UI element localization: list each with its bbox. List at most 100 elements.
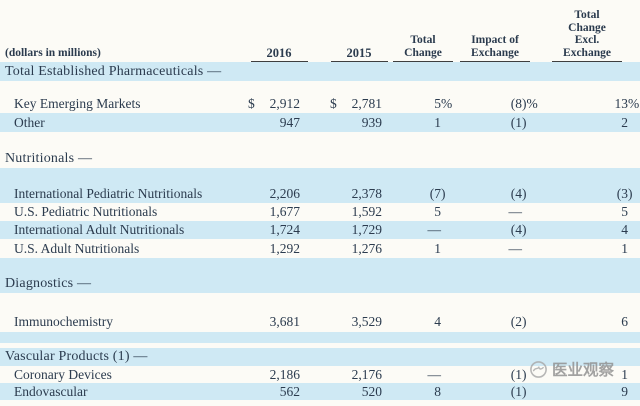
cell-value-suffix: )	[522, 186, 527, 201]
cell-value-suffix: )	[628, 186, 633, 201]
row-label: U.S. Pediatric Nutritionals	[14, 204, 158, 219]
cell-value: 520	[361, 383, 382, 399]
spacer-row	[0, 168, 640, 185]
cell-value: 1	[621, 366, 628, 382]
cell-y2016: 2,206	[236, 186, 308, 202]
cell-value-suffix: %	[441, 95, 453, 111]
cell-value-suffix: )	[522, 383, 527, 399]
cell-y2015: 939	[308, 115, 390, 131]
watermark: 医业观察	[529, 358, 614, 380]
column-header-label: 2016	[250, 46, 308, 62]
cell-value: 1	[434, 114, 441, 130]
column-header-impact: Impact of Exchange	[456, 34, 534, 62]
cell-value: 3,529	[351, 313, 382, 329]
cell-y2016: 1,292	[236, 241, 308, 257]
cell-y2015: 1,729	[308, 222, 390, 238]
cell-value: (2	[510, 313, 522, 329]
cell-value: 2,186	[269, 366, 300, 382]
cell-value-suffix: )	[522, 222, 527, 237]
cell-y2016: 2,186	[236, 367, 308, 383]
column-header-excl: Total Change Excl. Exchange	[534, 9, 640, 62]
table-row: Endovascular 562 520 8 (1) 9	[0, 383, 640, 400]
cell-value: 3,681	[269, 313, 300, 329]
cell-change: (7)	[390, 186, 456, 202]
currency-symbol: $	[248, 95, 255, 111]
table-body: Total Established Pharmaceuticals — Key E…	[0, 62, 640, 406]
section-label: Vascular Products (1) —	[5, 349, 148, 364]
cell-value: (4	[510, 222, 522, 237]
table-row: Coronary Devices 2,186 2,176 — (1) 1	[0, 366, 640, 383]
row-label: Endovascular	[14, 383, 88, 399]
cell-excl: 5	[534, 204, 640, 220]
column-header-y2016: 2016	[236, 46, 308, 62]
row-label: Coronary Devices	[14, 366, 112, 382]
cell-y2016: 1,677	[236, 204, 308, 220]
watermark-logo-icon	[530, 360, 547, 378]
section-label: Total Established Pharmaceuticals —	[5, 63, 222, 79]
cell-change: 5	[390, 204, 456, 220]
cell-value: (7	[429, 186, 441, 201]
cell-value: 1,292	[269, 240, 300, 256]
column-header-label: Impact of Exchange	[460, 34, 530, 62]
cell-value-suffix: )	[522, 313, 527, 329]
cell-y2016: 947	[236, 115, 308, 131]
cell-value: 2,206	[269, 186, 300, 201]
cell-value: (3	[616, 186, 628, 201]
cell-y2016: $2,912	[236, 96, 308, 112]
cell-excl: 6	[534, 314, 640, 330]
dollars-in-millions-note: (dollars in millions)	[5, 47, 101, 59]
cell-y2016: 562	[236, 384, 308, 400]
section-label: Nutritionals —	[5, 151, 93, 166]
cell-value: (1	[510, 366, 522, 382]
row-label: Immunochemistry	[14, 313, 113, 329]
cell-value: 1	[621, 240, 628, 256]
cell-impact: —	[456, 241, 534, 257]
cell-value: 1,276	[351, 240, 382, 256]
cell-value: 4	[434, 313, 441, 329]
table-row: Other 947 939 1 (1) 2	[0, 113, 640, 132]
cell-value: —	[427, 366, 442, 382]
cell-y2015: 1,276	[308, 241, 390, 257]
cell-value: 1,677	[269, 204, 300, 219]
table-row: International Pediatric Nutritionals 2,20…	[0, 185, 640, 203]
table-row: U.S. Adult Nutritionals 1,292 1,276 1 — 1	[0, 239, 640, 258]
cell-value-suffix: )	[441, 186, 446, 201]
row-label: U.S. Adult Nutritionals	[14, 240, 140, 256]
cell-y2015: 1,592	[308, 204, 390, 220]
cell-excl: 9	[534, 384, 640, 400]
cell-change: 8	[390, 384, 456, 400]
column-header-label: Total Change	[393, 34, 453, 62]
table-header-row: (dollars in millions) 2016 2015 Total Chan…	[0, 0, 640, 62]
cell-value: 5	[434, 204, 441, 219]
cell-value: (1	[510, 383, 522, 399]
column-header-label: Total Change Excl. Exchange	[552, 9, 622, 62]
cell-impact: (1)	[456, 367, 534, 383]
cell-value: 939	[361, 114, 382, 130]
cell-impact: (4)	[456, 186, 534, 202]
cell-y2016: 3,681	[236, 314, 308, 330]
row-label: Key Emerging Markets	[14, 95, 141, 111]
spacer-row	[0, 81, 640, 94]
cell-change: 4	[390, 314, 456, 330]
cell-y2015: 3,529	[308, 314, 390, 330]
cell-impact: (4)	[456, 222, 534, 238]
cell-value: (1	[510, 114, 522, 130]
spacer-row	[0, 293, 640, 311]
cell-value: (4	[510, 186, 522, 201]
cell-change: 1	[390, 241, 456, 257]
cell-y2015: 520	[308, 384, 390, 400]
cell-value: —	[508, 240, 523, 256]
cell-value: 2	[621, 114, 628, 130]
spacer-row	[0, 332, 640, 343]
section-row: Total Established Pharmaceuticals —	[0, 62, 640, 81]
cell-excl: 4	[534, 222, 640, 238]
cell-value: 947	[279, 114, 300, 130]
cell-value: (8	[510, 95, 522, 111]
cell-excl: 2	[534, 115, 640, 131]
cell-value: 8	[434, 383, 441, 399]
table-row: Immunochemistry 3,681 3,529 4 (2) 6	[0, 311, 640, 332]
spacer-row	[0, 258, 640, 275]
cell-value: 1,724	[269, 222, 300, 237]
cell-change: 1	[390, 115, 456, 131]
